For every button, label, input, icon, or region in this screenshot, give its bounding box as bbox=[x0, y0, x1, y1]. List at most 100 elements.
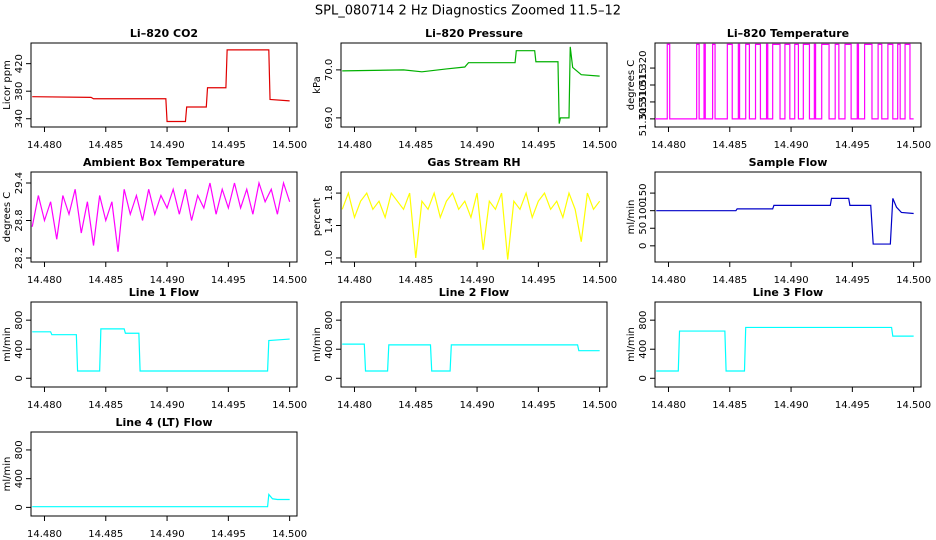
x-tick-label: 14.490 bbox=[774, 140, 809, 151]
y-tick-label: 28.8 bbox=[14, 209, 25, 231]
data-line bbox=[655, 43, 914, 120]
y-tick-label: 800 bbox=[14, 311, 25, 330]
y-tick-label: 51.310 bbox=[638, 84, 649, 119]
y-tick-label: 400 bbox=[14, 340, 25, 359]
plot-frame bbox=[654, 42, 922, 128]
y-axis-label: Licor ppm bbox=[2, 60, 13, 110]
panel-title: Line 3 Flow bbox=[753, 286, 823, 299]
y-tick-label: 800 bbox=[324, 311, 335, 330]
data-line bbox=[341, 191, 601, 260]
x-tick-label: 14.480 bbox=[651, 140, 686, 151]
y-tick-label: 800 bbox=[638, 311, 649, 330]
x-tick-label: 14.485 bbox=[398, 275, 433, 286]
panel-title: Line 1 Flow bbox=[129, 286, 199, 299]
y-tick-label: 0 bbox=[324, 375, 335, 381]
y-axis-label: ml/min bbox=[312, 327, 323, 362]
data-line bbox=[32, 49, 290, 123]
y-tick-label: 420 bbox=[14, 54, 25, 73]
x-tick-label: 14.495 bbox=[211, 400, 246, 411]
y-tick-label: 150 bbox=[638, 184, 649, 203]
x-tick-label: 14.485 bbox=[712, 275, 747, 286]
x-tick-label: 14.490 bbox=[774, 400, 809, 411]
data-line bbox=[656, 326, 914, 372]
x-tick-label: 14.495 bbox=[211, 529, 246, 540]
data-line bbox=[656, 197, 914, 245]
y-axis-label: percent bbox=[312, 198, 323, 236]
x-tick-label: 14.480 bbox=[651, 400, 686, 411]
y-tick-label: 400 bbox=[14, 469, 25, 488]
y-tick-label: 51.320 bbox=[638, 51, 649, 86]
x-tick-label: 14.500 bbox=[896, 400, 931, 411]
y-tick-label: 0 bbox=[14, 375, 25, 381]
x-tick-label: 14.480 bbox=[27, 529, 62, 540]
x-tick-label: 14.480 bbox=[27, 140, 62, 151]
y-tick-label: 69.0 bbox=[324, 107, 335, 129]
x-tick-label: 14.490 bbox=[150, 275, 185, 286]
x-tick-label: 14.490 bbox=[460, 400, 495, 411]
panel-title: Line 4 (LT) Flow bbox=[116, 416, 213, 429]
y-tick-label: 28.2 bbox=[14, 247, 25, 269]
x-tick-label: 14.500 bbox=[896, 140, 931, 151]
y-tick-label: 70.0 bbox=[324, 59, 335, 81]
x-tick-label: 14.490 bbox=[460, 140, 495, 151]
x-tick-label: 14.500 bbox=[272, 275, 307, 286]
x-tick-label: 14.495 bbox=[211, 140, 246, 151]
x-tick-label: 14.500 bbox=[272, 529, 307, 540]
y-tick-label: 100 bbox=[638, 201, 649, 220]
plot-frame bbox=[30, 42, 298, 128]
panel-title: Gas Stream RH bbox=[427, 156, 520, 169]
y-axis-label: degrees C bbox=[626, 60, 637, 110]
y-tick-label: 340 bbox=[14, 109, 25, 128]
x-tick-label: 14.480 bbox=[27, 400, 62, 411]
x-tick-label: 14.500 bbox=[272, 400, 307, 411]
y-tick-label: 50 bbox=[638, 222, 649, 235]
y-tick-label: 800 bbox=[14, 440, 25, 459]
y-tick-label: 380 bbox=[14, 82, 25, 101]
y-axis-label: ml/min bbox=[626, 327, 637, 362]
x-tick-label: 14.500 bbox=[582, 275, 617, 286]
x-tick-label: 14.485 bbox=[88, 400, 123, 411]
y-tick-label: 1.0 bbox=[324, 250, 335, 266]
x-tick-label: 14.500 bbox=[896, 275, 931, 286]
plot-frame bbox=[340, 171, 608, 263]
x-tick-label: 14.500 bbox=[582, 140, 617, 151]
y-axis-label: kPa bbox=[312, 76, 323, 94]
x-tick-label: 14.480 bbox=[27, 275, 62, 286]
plot-frame bbox=[654, 171, 922, 263]
x-tick-label: 14.480 bbox=[337, 400, 372, 411]
figure-title: SPL_080714 2 Hz Diagnostics Zoomed 11.5–… bbox=[315, 4, 621, 19]
x-tick-label: 14.500 bbox=[272, 140, 307, 151]
y-tick-label: 0 bbox=[638, 243, 649, 249]
x-tick-label: 14.495 bbox=[835, 275, 870, 286]
panel-title: Li–820 Temperature bbox=[727, 27, 849, 40]
x-tick-label: 14.485 bbox=[88, 140, 123, 151]
y-tick-label: 0 bbox=[638, 375, 649, 381]
plot-frame bbox=[340, 301, 608, 388]
panel-title: Line 2 Flow bbox=[439, 286, 509, 299]
plot-frame bbox=[30, 431, 298, 517]
x-tick-label: 14.490 bbox=[774, 275, 809, 286]
panel-title: Li–820 Pressure bbox=[425, 27, 523, 40]
x-tick-label: 14.495 bbox=[521, 275, 556, 286]
x-tick-label: 14.490 bbox=[460, 275, 495, 286]
x-tick-label: 14.485 bbox=[88, 275, 123, 286]
x-tick-label: 14.485 bbox=[398, 140, 433, 151]
y-tick-label: 1.4 bbox=[324, 218, 335, 234]
x-tick-label: 14.480 bbox=[337, 275, 372, 286]
data-line bbox=[32, 328, 290, 372]
plot-frame bbox=[30, 171, 298, 263]
data-line bbox=[31, 180, 291, 252]
x-tick-label: 14.495 bbox=[521, 400, 556, 411]
x-tick-label: 14.490 bbox=[150, 529, 185, 540]
y-tick-label: 51.305 bbox=[638, 101, 649, 136]
plot-frame bbox=[654, 301, 922, 388]
y-axis-label: ml/min bbox=[2, 327, 13, 362]
x-tick-label: 14.495 bbox=[521, 140, 556, 151]
data-line bbox=[342, 46, 600, 124]
x-tick-label: 14.480 bbox=[337, 140, 372, 151]
y-axis-label: ml/min bbox=[626, 200, 637, 235]
panel-title: Ambient Box Temperature bbox=[83, 156, 245, 169]
y-axis-label: ml/min bbox=[2, 457, 13, 492]
panel-title: Sample Flow bbox=[749, 156, 828, 169]
